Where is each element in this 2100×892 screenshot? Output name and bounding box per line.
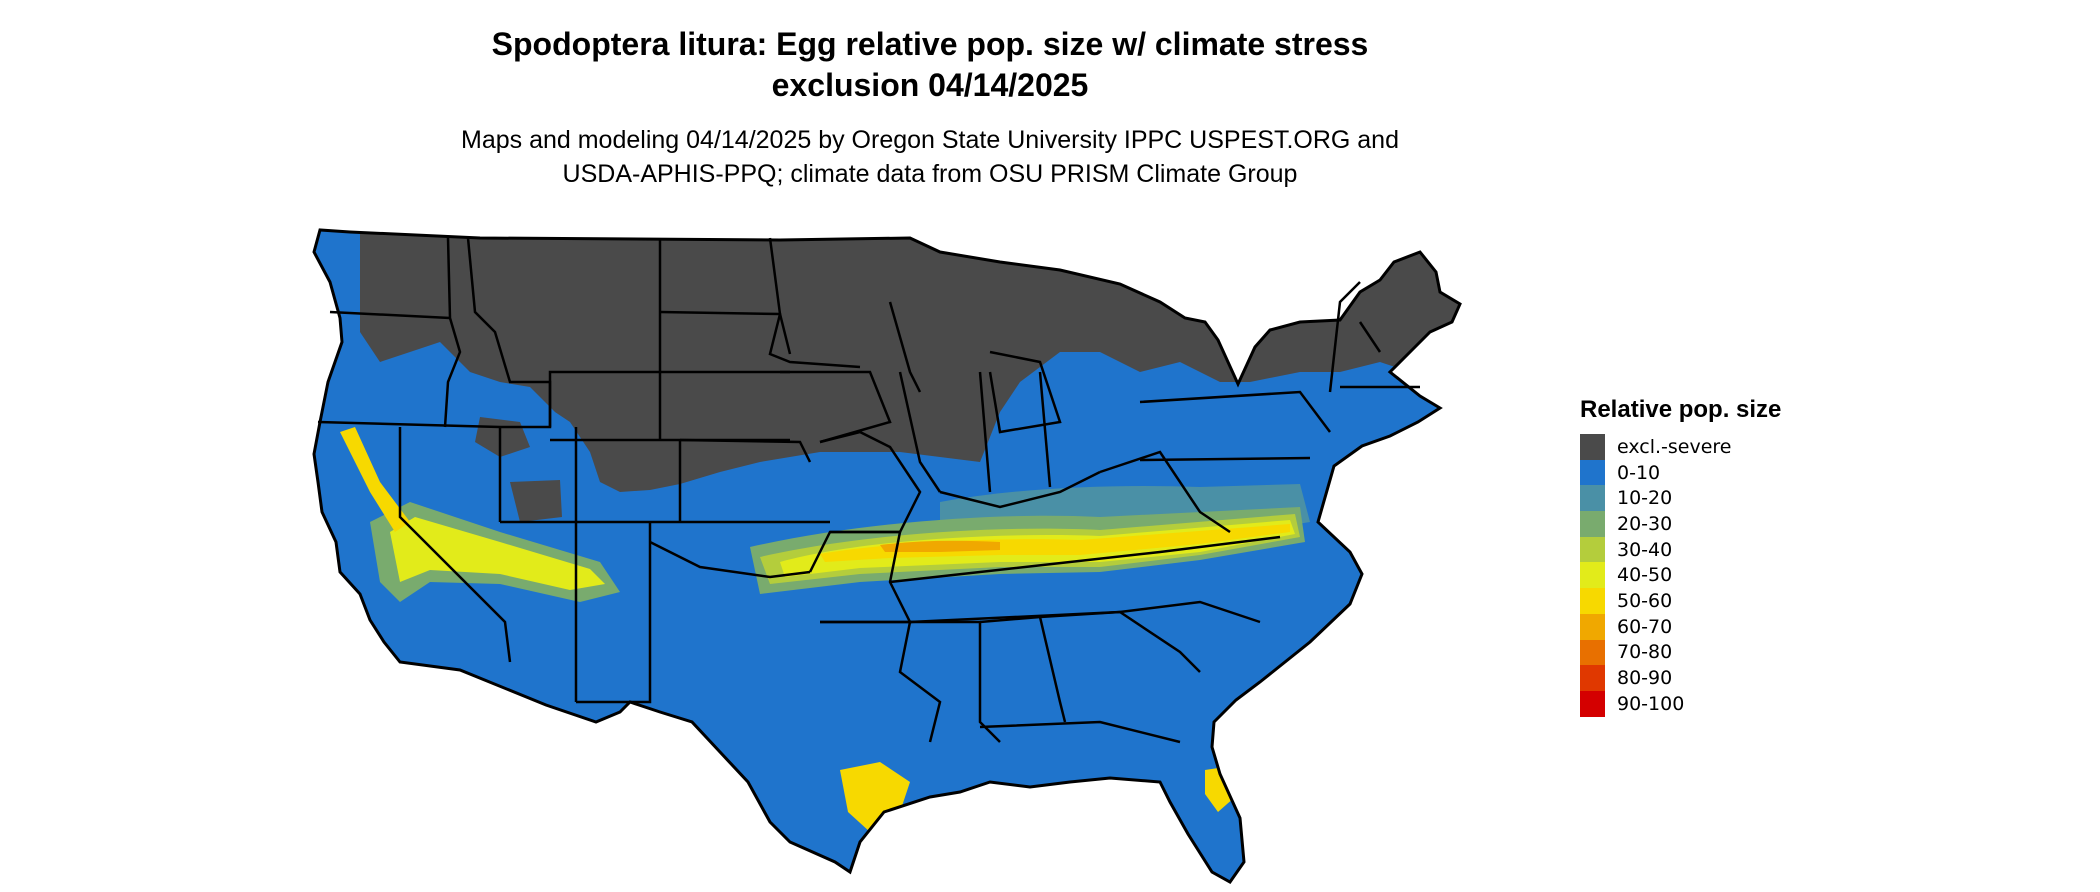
legend-label: 0-10 — [1617, 461, 1661, 484]
legend-item: 50-60 — [1580, 588, 1781, 614]
state-border-or-ca-nv — [317, 420, 501, 429]
state-border-fl — [979, 720, 1181, 744]
legend-item: 60-70 — [1580, 613, 1781, 640]
legend-label: 90-100 — [1617, 692, 1685, 715]
state-border-pa-ny — [1139, 390, 1331, 433]
legend-swatch — [1580, 459, 1605, 486]
state-border-mn-east — [768, 237, 861, 369]
title-line-1: Spodoptera litura: Egg relative pop. siz… — [491, 26, 1369, 62]
state-border-ms-al — [910, 620, 1001, 743]
legend-item: 0-10 — [1580, 459, 1781, 486]
legend-item: 90-100 — [1580, 690, 1781, 717]
legend-title: Relative pop. size — [1580, 396, 1782, 423]
us-map — [312, 228, 1462, 884]
state-border-mi — [988, 350, 1062, 434]
legend-items: excl.-severe 0-10 10-20 20-30 30-40 40-50 50-6… — [1580, 434, 1781, 717]
legend-item: 10-20 — [1580, 485, 1781, 512]
state-border-ut-wy — [500, 370, 660, 429]
legend-item: 40-50 — [1580, 562, 1781, 589]
state-border-wi-mi — [888, 301, 922, 393]
legend-item: excl.-severe — [1580, 434, 1781, 460]
state-border-wv-va — [1099, 450, 1231, 534]
state-border-ok-tx — [649, 540, 811, 579]
subtitle-line-2: USDA-APHIS-PPQ; climate data from OSU PR… — [562, 160, 1298, 188]
legend-swatch — [1580, 665, 1605, 691]
legend-swatch — [1580, 639, 1605, 666]
legend-label: 20-30 — [1617, 512, 1673, 535]
subtitle-line-1: Maps and modeling 04/14/2025 by Oregon S… — [461, 126, 1399, 154]
legend-item: 80-90 — [1580, 665, 1781, 691]
national-border — [312, 228, 1462, 884]
title-line-2: exclusion 04/14/2025 — [771, 67, 1089, 103]
state-border-ga-sc-nc — [1039, 610, 1201, 673]
southwest-band — [340, 427, 620, 602]
state-border-nc-sc — [1119, 600, 1261, 624]
legend-swatch — [1580, 613, 1605, 640]
state-border-al-ga — [979, 615, 1067, 723]
legend-label: 50-60 — [1617, 589, 1673, 612]
state-border-tn-ky — [889, 535, 1281, 584]
band-central-valley — [340, 427, 410, 532]
legend-label: 60-70 — [1617, 615, 1673, 638]
legend-swatch — [1580, 485, 1605, 512]
legend-swatch — [1580, 562, 1605, 589]
state-border-id-west — [443, 237, 462, 428]
map-legend: Relative pop. size excl.-severe 0-10 10-20… — [1580, 396, 1781, 717]
state-border-wa-or — [329, 310, 451, 320]
state-border-la — [820, 620, 942, 743]
state-border-nm-tx — [576, 522, 652, 704]
legend-item: 30-40 — [1580, 536, 1781, 563]
legend-swatch — [1580, 511, 1605, 537]
legend-label: excl.-severe — [1617, 435, 1732, 458]
legend-swatch — [1580, 588, 1605, 614]
map-fill — [314, 230, 1460, 882]
state-border-ky-oh-in — [939, 470, 1101, 509]
map-subtitle: Maps and modeling 04/14/2025 by Oregon S… — [380, 123, 1480, 191]
legend-swatch — [1580, 434, 1605, 460]
band-50-60 — [820, 524, 1290, 562]
legend-swatch — [1580, 690, 1605, 717]
legend-label: 40-50 — [1617, 564, 1673, 587]
map-title: Spodoptera litura: Egg relative pop. siz… — [380, 24, 1480, 106]
legend-swatch — [1580, 536, 1605, 563]
legend-label: 30-40 — [1617, 538, 1673, 561]
legend-item: 70-80 — [1580, 639, 1781, 666]
state-borders — [317, 237, 1420, 744]
state-border-il-in-oh — [898, 371, 1052, 493]
state-border-ne-ks — [679, 438, 812, 463]
state-border-pa-south — [1139, 456, 1311, 462]
state-border-ny-ne — [1328, 281, 1420, 393]
legend-item: 20-30 — [1580, 511, 1781, 537]
state-border-ca-nv — [398, 427, 512, 663]
band-60-70 — [880, 540, 1000, 552]
band-40-60-southwest — [390, 517, 605, 590]
warm-belt — [750, 484, 1310, 594]
legend-label: 70-80 — [1617, 641, 1673, 664]
legend-label: 10-20 — [1617, 487, 1673, 510]
legend-label: 80-90 — [1617, 667, 1673, 690]
